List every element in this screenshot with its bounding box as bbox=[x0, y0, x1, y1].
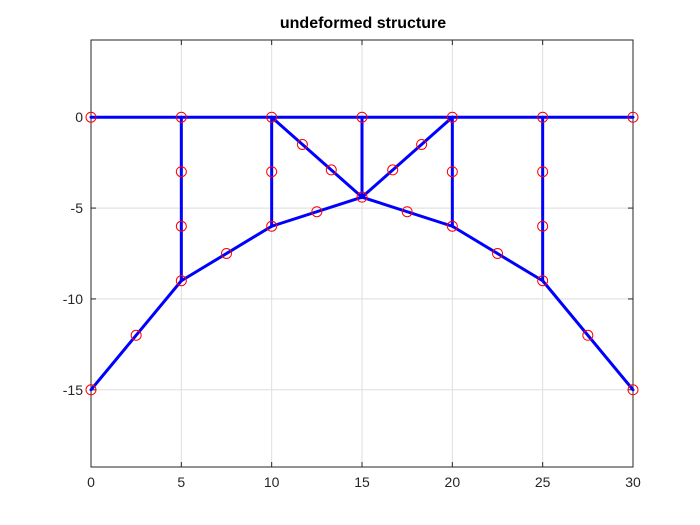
x-tick-label: 10 bbox=[264, 474, 280, 490]
node-marker bbox=[221, 248, 232, 259]
node-marker bbox=[537, 275, 549, 287]
axis-ticks: 0 5 10 15 20 25 30 0 -5 -10 -15 bbox=[63, 40, 641, 490]
x-tick-label: 0 bbox=[87, 474, 95, 490]
node-marker bbox=[582, 329, 594, 341]
structure-members bbox=[89, 115, 635, 392]
node-marker bbox=[266, 111, 278, 123]
node-marker bbox=[175, 166, 187, 178]
x-tick-label: 20 bbox=[445, 474, 461, 490]
member-line bbox=[360, 195, 454, 228]
x-tick-label: 25 bbox=[535, 474, 551, 490]
node-marker bbox=[175, 111, 187, 123]
node-marker bbox=[356, 191, 368, 203]
structure-nodes bbox=[85, 111, 639, 396]
node-marker bbox=[311, 206, 323, 218]
member-line bbox=[360, 115, 454, 199]
y-tick-label: -10 bbox=[63, 291, 83, 307]
node-marker bbox=[537, 111, 549, 123]
node-marker bbox=[175, 275, 187, 287]
node-marker bbox=[446, 220, 458, 232]
y-tick-label: -15 bbox=[63, 382, 83, 398]
node-marker bbox=[387, 164, 399, 176]
y-tick-label: 0 bbox=[75, 109, 83, 125]
node-marker bbox=[401, 206, 413, 218]
y-tick-label: -5 bbox=[71, 200, 84, 216]
node-marker bbox=[446, 111, 458, 123]
member-line bbox=[179, 224, 274, 283]
node-marker bbox=[627, 111, 639, 123]
node-marker bbox=[356, 111, 368, 123]
x-tick-label: 5 bbox=[177, 474, 185, 490]
member-line bbox=[89, 279, 183, 392]
node-marker bbox=[85, 111, 97, 123]
node-marker bbox=[446, 166, 458, 178]
member-line bbox=[270, 195, 364, 228]
node-marker bbox=[85, 384, 97, 396]
plot-area: 0 5 10 15 20 25 30 0 -5 -10 -15 bbox=[63, 39, 641, 490]
member-line bbox=[450, 224, 545, 283]
node-marker bbox=[266, 166, 278, 178]
member-line bbox=[270, 115, 364, 199]
node-marker bbox=[325, 164, 337, 176]
x-tick-label: 15 bbox=[354, 474, 370, 490]
node-marker bbox=[296, 138, 308, 150]
node-marker bbox=[266, 220, 278, 232]
node-marker bbox=[175, 220, 187, 232]
node-marker bbox=[627, 384, 639, 396]
node-marker bbox=[492, 248, 503, 259]
node-marker bbox=[130, 329, 142, 341]
member-line bbox=[541, 279, 635, 392]
x-tick-label: 30 bbox=[625, 474, 641, 490]
node-marker bbox=[537, 220, 549, 232]
node-marker bbox=[537, 166, 549, 178]
node-marker bbox=[416, 138, 428, 150]
chart-title: undeformed structure bbox=[280, 15, 446, 32]
